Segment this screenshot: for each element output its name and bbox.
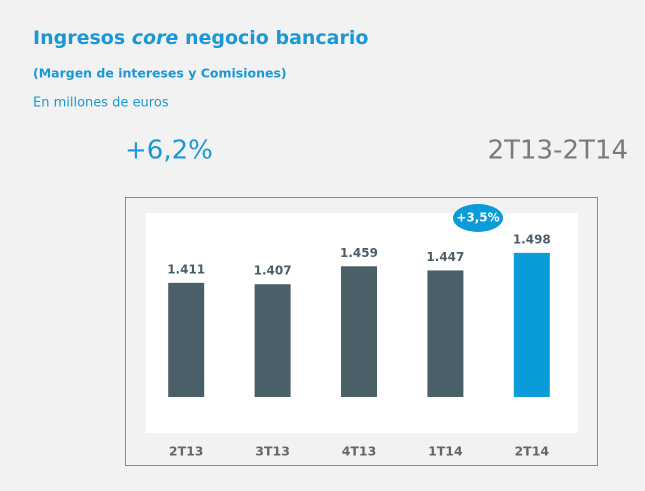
x-tick-label: 3T13 xyxy=(255,444,290,459)
chart-title: Ingresos core negocio bancario xyxy=(33,27,368,49)
bar xyxy=(427,270,464,397)
x-tick-label: 1T14 xyxy=(428,444,463,459)
data-label: 1.411 xyxy=(167,262,205,276)
bar xyxy=(513,252,550,397)
annotation: +3,5% xyxy=(456,211,499,225)
subtitle: (Margen de intereses y Comisiones) xyxy=(33,66,287,81)
x-tick-label: 2T14 xyxy=(514,444,549,459)
data-label: 1.459 xyxy=(340,246,378,260)
data-label: 1.447 xyxy=(426,250,464,264)
bar xyxy=(254,284,291,397)
x-tick-label: 2T13 xyxy=(169,444,204,459)
bar xyxy=(168,282,205,397)
title-part: negocio bancario xyxy=(185,27,368,49)
title-emphasis: core xyxy=(132,27,179,49)
growth: +6,2% xyxy=(125,136,213,166)
unit-label: En millones de euros xyxy=(33,96,169,111)
annotation-bubble xyxy=(453,204,503,232)
data-label: 1.407 xyxy=(254,264,292,278)
data-label: 1.498 xyxy=(513,232,551,246)
bar xyxy=(341,266,377,397)
title-part: Ingresos xyxy=(33,27,125,49)
x-tick-label: 4T13 xyxy=(342,444,377,459)
period: 2T13-2T14 xyxy=(488,136,628,166)
